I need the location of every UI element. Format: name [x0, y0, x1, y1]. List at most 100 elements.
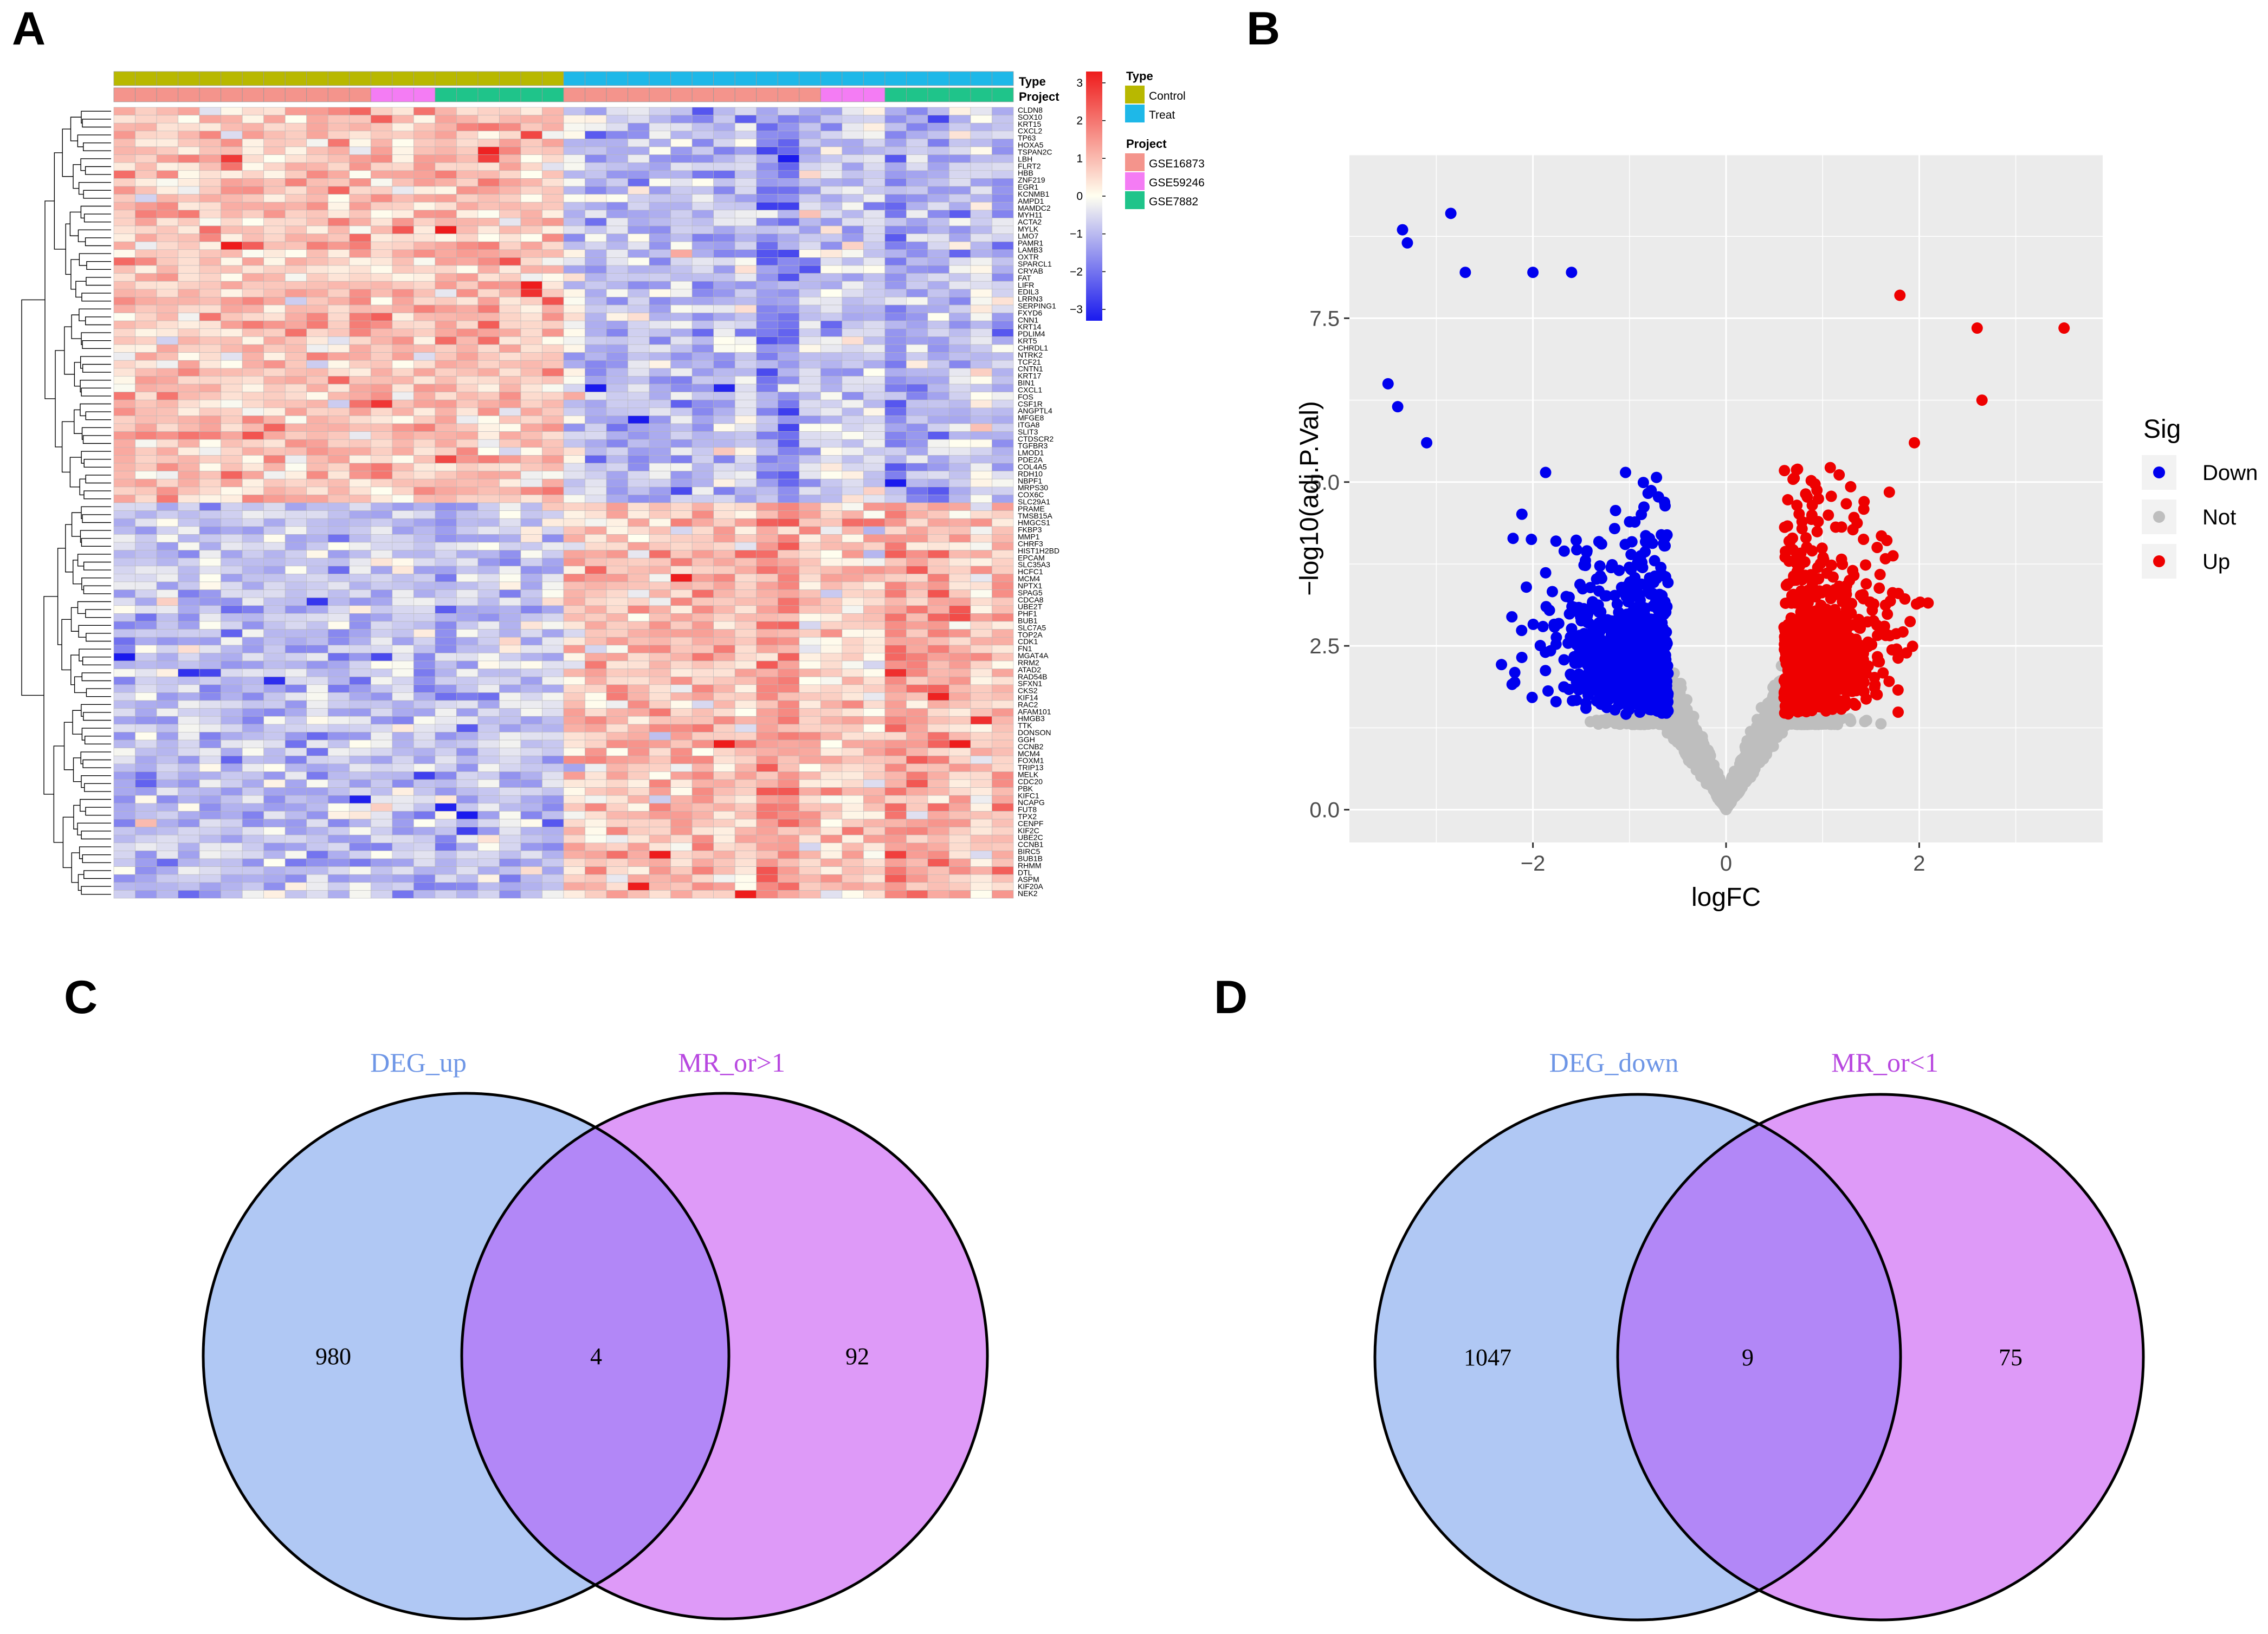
heatmap-cell	[692, 186, 714, 194]
heatmap-cell	[585, 146, 607, 155]
heatmap-cell	[135, 819, 157, 827]
heatmap-cell	[756, 455, 778, 464]
dendrogram-branch	[79, 308, 111, 321]
heatmap-cell	[585, 803, 607, 812]
heatmap-cell	[178, 605, 200, 614]
heatmap-cell	[221, 550, 243, 559]
heatmap-gene-label: SLC7A5	[1018, 623, 1046, 632]
dendrogram-branch	[85, 237, 111, 247]
heatmap-cell	[820, 740, 843, 748]
heatmap-cell	[692, 637, 714, 646]
heatmap-cell	[370, 463, 393, 471]
heatmap-cell	[135, 795, 157, 804]
heatmap-cell	[734, 131, 757, 139]
heatmap-cell	[842, 202, 864, 211]
heatmap-cell	[413, 439, 436, 448]
heatmap-cell	[156, 882, 178, 891]
heatmap-cell	[927, 289, 949, 297]
heatmap-cell	[949, 755, 971, 764]
heatmap-cell	[370, 131, 393, 139]
heatmap-cell	[799, 281, 821, 290]
heatmap-cell	[135, 882, 157, 891]
heatmap-cell	[906, 273, 928, 282]
heatmap-cell	[113, 550, 135, 559]
heatmap-cell	[178, 676, 200, 685]
heatmap-cell	[306, 708, 328, 717]
heatmap-cell	[970, 265, 992, 274]
heatmap-cell	[113, 186, 135, 194]
heatmap-cell	[799, 763, 821, 772]
heatmap-cell	[734, 526, 757, 535]
annotation-project-cell	[285, 87, 307, 102]
heatmap-cell	[263, 352, 286, 361]
heatmap-cell	[435, 605, 457, 614]
heatmap-cell	[670, 146, 693, 155]
heatmap-scale-tick-label: 3	[1076, 77, 1083, 89]
heatmap-cell	[263, 755, 286, 764]
heatmap-cell	[820, 139, 843, 147]
heatmap-cell	[263, 526, 286, 535]
heatmap-cell	[542, 139, 564, 147]
heatmap-cell	[585, 376, 607, 385]
heatmap-cell	[413, 107, 436, 115]
heatmap-cell	[135, 613, 157, 622]
heatmap-cell	[199, 241, 221, 250]
heatmap-cell	[263, 313, 286, 321]
heatmap-cell	[520, 384, 542, 392]
heatmap-cell	[820, 645, 843, 653]
heatmap-cell	[542, 289, 564, 297]
heatmap-cell	[221, 803, 243, 812]
heatmap-gene-label: ASPM	[1018, 875, 1039, 884]
heatmap-cell	[992, 131, 1014, 139]
heatmap-cell	[499, 328, 521, 337]
heatmap-cell	[435, 510, 457, 519]
heatmap-cell	[884, 115, 907, 124]
heatmap-cell	[884, 605, 907, 614]
heatmap-cell	[777, 755, 800, 764]
heatmap-cell	[863, 803, 886, 812]
heatmap-cell	[927, 557, 949, 567]
heatmap-cell	[906, 518, 928, 527]
heatmap-cell	[670, 621, 693, 630]
heatmap-cell	[156, 439, 178, 448]
heatmap-cell	[242, 463, 264, 471]
heatmap-cell	[628, 882, 650, 891]
heatmap-cell	[649, 115, 671, 124]
heatmap-cell	[692, 336, 714, 345]
heatmap-cell	[435, 795, 457, 804]
heatmap-cell	[178, 313, 200, 321]
heatmap-cell	[242, 471, 264, 479]
heatmap-cell	[777, 676, 800, 685]
heatmap-cell	[713, 827, 735, 835]
heatmap-cell	[392, 779, 414, 788]
heatmap-cell	[413, 605, 436, 614]
heatmap-cell	[499, 550, 521, 559]
heatmap-cell	[285, 740, 307, 748]
heatmap-cell	[884, 131, 907, 139]
heatmap-cell	[156, 313, 178, 321]
heatmap-cell	[670, 423, 693, 432]
heatmap-cell	[392, 360, 414, 369]
heatmap-cell	[456, 431, 479, 440]
heatmap-cell	[542, 581, 564, 590]
heatmap-cell	[520, 795, 542, 804]
annotation-project-cell	[156, 87, 178, 102]
heatmap-cell	[113, 534, 135, 543]
heatmap-cell	[327, 210, 350, 218]
heatmap-cell	[649, 834, 671, 844]
heatmap-cell	[756, 637, 778, 646]
heatmap-cell	[413, 732, 436, 741]
heatmap-cell	[992, 328, 1014, 337]
heatmap-cell	[113, 131, 135, 139]
heatmap-cell	[585, 748, 607, 756]
heatmap-cell	[135, 447, 157, 456]
heatmap-cell	[863, 748, 886, 756]
heatmap-cell	[970, 811, 992, 820]
heatmap-cell	[349, 518, 371, 527]
heatmap-cell	[349, 510, 371, 519]
heatmap-cell	[306, 154, 328, 163]
heatmap-cell	[156, 478, 178, 488]
heatmap-cell	[499, 202, 521, 211]
heatmap-cell	[178, 297, 200, 306]
heatmap-cell	[520, 882, 542, 891]
